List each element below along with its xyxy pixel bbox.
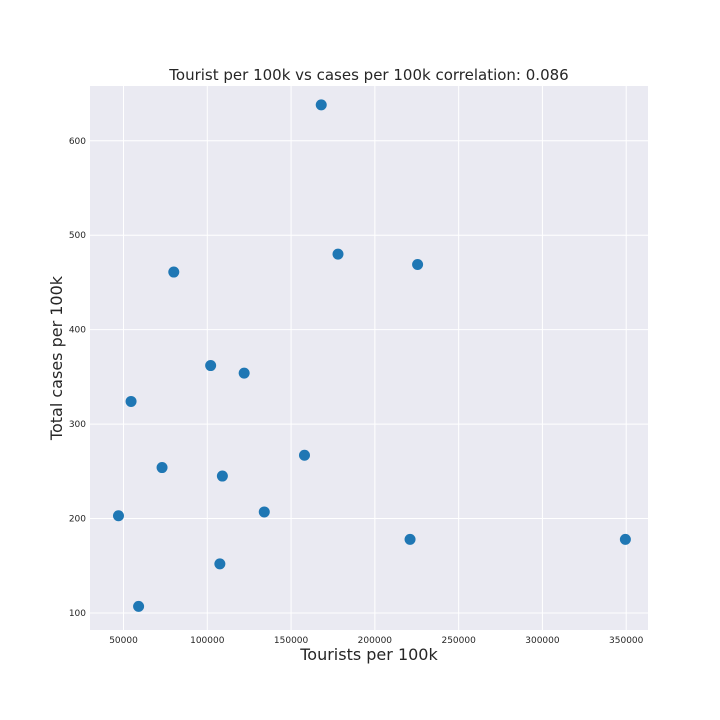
data-points [112,99,631,612]
data-point [156,462,168,474]
x-axis-ticks: 50000 100000 150000 200000 250000 300000 35000… [109,636,643,646]
x-tick-label: 300000 [525,636,560,646]
x-tick-label: 200000 [358,636,393,646]
data-point [238,367,250,379]
data-point [112,510,124,522]
y-tick-label: 500 [69,231,86,241]
grid-lines [90,86,648,630]
y-tick-label: 200 [69,515,86,525]
data-point [216,470,228,482]
x-tick-label: 250000 [441,636,476,646]
data-point [133,600,145,612]
data-point [298,449,310,461]
data-point [332,248,344,260]
x-tick-label: 350000 [609,636,644,646]
data-point [404,533,416,545]
x-tick-label: 150000 [274,636,309,646]
data-point [205,360,217,372]
x-tick-label: 100000 [190,636,225,646]
data-point [125,395,137,407]
data-point [168,266,180,278]
chart-title: Tourist per 100k vs cases per 100k corre… [168,66,568,84]
y-axis-ticks: 100 200 300 400 500 600 [69,137,86,619]
x-tick-label: 50000 [109,636,138,646]
data-point [412,259,424,270]
y-tick-label: 400 [69,326,86,336]
plot-area [90,86,648,630]
y-axis-label: Total cases per 100k [47,275,66,441]
x-axis-label: Tourists per 100k [299,645,438,664]
data-point [315,99,327,111]
y-tick-label: 300 [69,420,86,430]
y-tick-label: 100 [69,609,86,619]
data-point [619,533,631,545]
data-point [258,506,270,518]
y-tick-label: 600 [69,137,86,147]
data-point [214,558,226,570]
